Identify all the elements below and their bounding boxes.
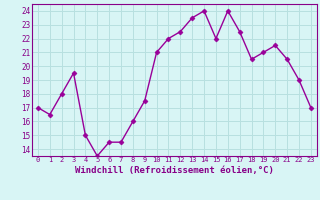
X-axis label: Windchill (Refroidissement éolien,°C): Windchill (Refroidissement éolien,°C) bbox=[75, 166, 274, 175]
